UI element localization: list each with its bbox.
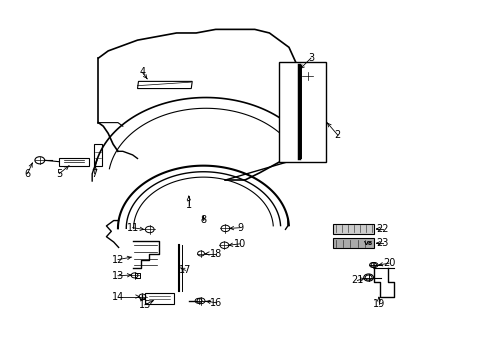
Bar bbox=[279, 62, 326, 162]
Bar bbox=[59, 158, 89, 166]
Polygon shape bbox=[138, 81, 192, 89]
Text: 8: 8 bbox=[200, 215, 206, 225]
Text: 20: 20 bbox=[383, 258, 395, 268]
Text: 13: 13 bbox=[112, 271, 124, 281]
Text: 23: 23 bbox=[377, 238, 389, 248]
Text: 11: 11 bbox=[126, 223, 139, 233]
Text: 16: 16 bbox=[210, 298, 222, 308]
Text: 6: 6 bbox=[24, 168, 31, 179]
Text: 14: 14 bbox=[112, 292, 124, 302]
Text: 4: 4 bbox=[139, 67, 146, 77]
Text: 22: 22 bbox=[376, 224, 389, 234]
Text: 21: 21 bbox=[351, 275, 364, 285]
Bar bbox=[333, 238, 374, 248]
Bar bbox=[333, 224, 374, 234]
Bar bbox=[145, 293, 174, 304]
Text: 15: 15 bbox=[139, 300, 151, 310]
Text: 17: 17 bbox=[179, 265, 192, 275]
Text: 9: 9 bbox=[237, 223, 243, 233]
Text: 12: 12 bbox=[112, 255, 124, 265]
Text: 5: 5 bbox=[56, 168, 62, 179]
Bar bbox=[94, 144, 102, 166]
Text: 7: 7 bbox=[91, 168, 98, 179]
Text: 18: 18 bbox=[210, 248, 222, 258]
Text: 19: 19 bbox=[373, 299, 385, 309]
Text: V8: V8 bbox=[364, 240, 373, 246]
Text: 10: 10 bbox=[234, 239, 246, 249]
Text: 3: 3 bbox=[308, 53, 314, 63]
Text: 2: 2 bbox=[335, 130, 341, 140]
Text: 1: 1 bbox=[186, 200, 192, 210]
